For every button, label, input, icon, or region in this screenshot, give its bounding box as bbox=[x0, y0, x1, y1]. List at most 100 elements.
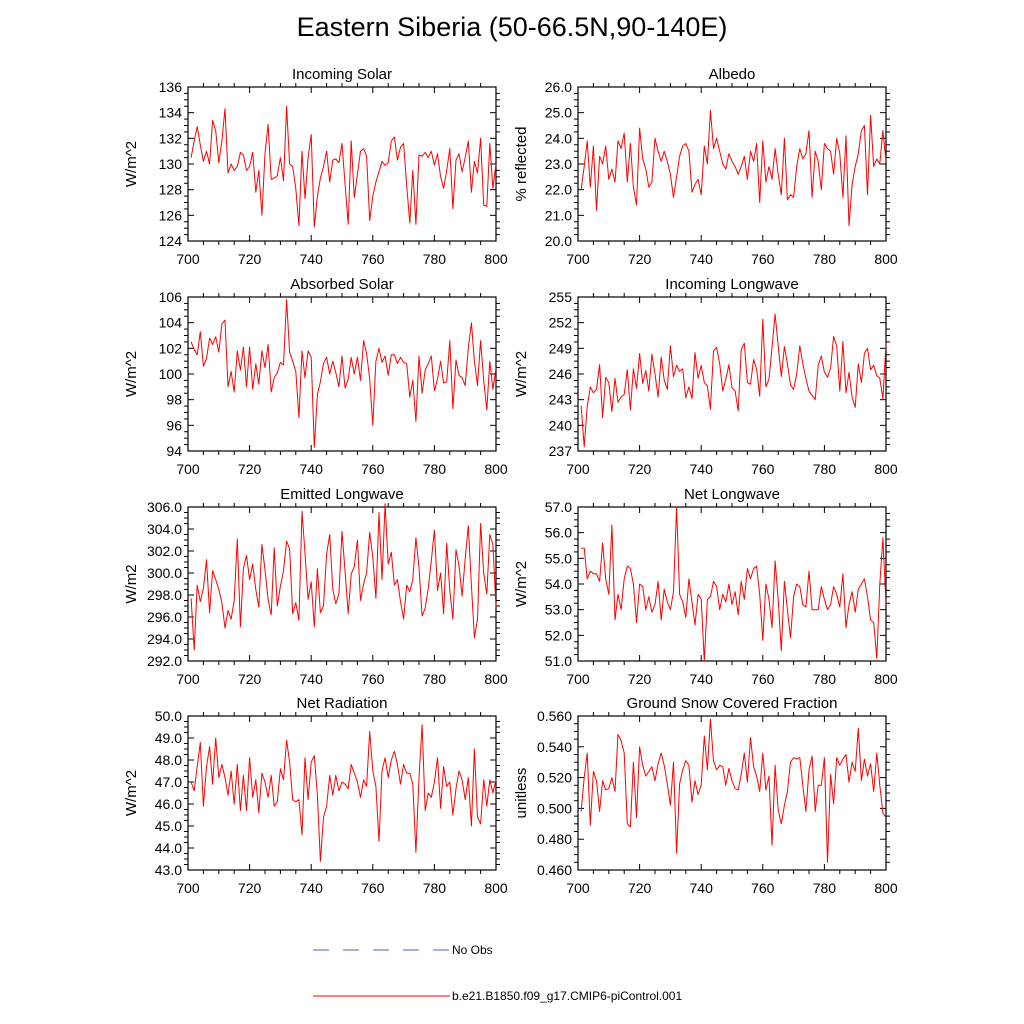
x-tick-label: 800 bbox=[874, 461, 898, 477]
y-tick-label: 134 bbox=[159, 105, 183, 121]
y-tick-label: 0.500 bbox=[537, 800, 572, 816]
x-tick-label: 700 bbox=[566, 251, 590, 267]
x-tick-label: 760 bbox=[361, 671, 385, 687]
y-tick-label: 94 bbox=[166, 443, 182, 459]
y-tick-label: 57.0 bbox=[545, 499, 572, 515]
x-tick-label: 720 bbox=[628, 251, 652, 267]
y-axis-label: % reflected bbox=[513, 126, 530, 201]
y-tick-label: 47.0 bbox=[155, 774, 182, 790]
x-tick-label: 740 bbox=[300, 880, 324, 896]
y-tick-label: 44.0 bbox=[155, 840, 182, 856]
x-tick-label: 780 bbox=[423, 461, 447, 477]
x-tick-label: 780 bbox=[813, 461, 837, 477]
x-tick-label: 780 bbox=[813, 251, 837, 267]
plot-frame bbox=[187, 296, 497, 452]
y-tick-label: 0.460 bbox=[537, 862, 572, 878]
x-tick-label: 720 bbox=[238, 461, 262, 477]
x-tick-label: 740 bbox=[690, 671, 714, 687]
x-tick-label: 720 bbox=[238, 671, 262, 687]
y-tick-label: 246 bbox=[549, 366, 573, 382]
y-tick-label: 302.0 bbox=[147, 543, 182, 559]
y-tick-label: 43.0 bbox=[155, 862, 182, 878]
y-tick-label: 106 bbox=[159, 289, 183, 305]
series-line bbox=[580, 718, 887, 863]
series-line bbox=[190, 105, 497, 228]
legend-label-model: b.e21.B1850.f09_g17.CMIP6-piControl.001 bbox=[452, 989, 683, 1003]
plot-frame bbox=[577, 86, 887, 242]
y-tick-label: 52.0 bbox=[545, 627, 572, 643]
y-tick-label: 237 bbox=[549, 443, 573, 459]
y-tick-label: 304.0 bbox=[147, 521, 182, 537]
y-tick-label: 300.0 bbox=[147, 565, 182, 581]
plot-frame bbox=[577, 715, 887, 871]
y-tick-label: 255 bbox=[549, 289, 573, 305]
y-tick-label: 294.0 bbox=[147, 631, 182, 647]
y-tick-label: 20.0 bbox=[545, 233, 572, 249]
y-tick-label: 126 bbox=[159, 207, 183, 223]
y-tick-label: 292.0 bbox=[147, 653, 182, 669]
x-tick-label: 740 bbox=[690, 461, 714, 477]
panel-title: Incoming Solar bbox=[292, 66, 392, 83]
x-tick-label: 720 bbox=[238, 880, 262, 896]
x-tick-label: 740 bbox=[300, 251, 324, 267]
x-tick-label: 700 bbox=[566, 461, 590, 477]
y-axis-label: W/m2 bbox=[123, 564, 140, 603]
x-tick-label: 800 bbox=[874, 671, 898, 687]
x-tick-label: 760 bbox=[751, 251, 775, 267]
x-tick-label: 800 bbox=[874, 880, 898, 896]
x-tick-label: 800 bbox=[484, 880, 508, 896]
y-axis-label: W/m^2 bbox=[123, 141, 140, 187]
x-tick-label: 800 bbox=[874, 251, 898, 267]
x-tick-label: 720 bbox=[628, 880, 652, 896]
y-tick-label: 25.0 bbox=[545, 105, 572, 121]
y-tick-label: 240 bbox=[549, 417, 573, 433]
y-tick-label: 252 bbox=[549, 315, 573, 331]
x-tick-label: 700 bbox=[176, 461, 200, 477]
y-tick-label: 104 bbox=[159, 315, 183, 331]
y-tick-label: 53.0 bbox=[545, 602, 572, 618]
x-tick-label: 700 bbox=[566, 671, 590, 687]
series-line bbox=[190, 503, 497, 651]
y-tick-label: 24.0 bbox=[545, 130, 572, 146]
y-tick-label: 0.520 bbox=[537, 770, 572, 786]
x-tick-label: 720 bbox=[628, 461, 652, 477]
y-tick-label: 23.0 bbox=[545, 156, 572, 172]
series-line bbox=[190, 724, 497, 862]
panel-5: 292.0 294.0 296.0 298.0 300.0 302.0 304.0 306.0… bbox=[123, 486, 508, 687]
series-line bbox=[190, 299, 497, 448]
x-tick-label: 700 bbox=[176, 251, 200, 267]
panel-6: 51.0 52.0 53.0 54.0 55.0 56.0 57.0 700 720 740 760… bbox=[513, 486, 898, 687]
y-tick-label: 49.0 bbox=[155, 730, 182, 746]
y-tick-label: 21.0 bbox=[545, 207, 572, 223]
panel-title: Emitted Longwave bbox=[280, 486, 403, 503]
plot-frame bbox=[577, 296, 887, 452]
y-tick-label: 0.480 bbox=[537, 831, 572, 847]
y-tick-label: 0.560 bbox=[537, 708, 572, 724]
panel-3: 94 96 98 100 102 104 106 700 720 740 760 780 800 Abso… bbox=[123, 276, 508, 477]
legend-label-no-obs: No Obs bbox=[452, 943, 493, 957]
panel-1: 124 126 128 130 132 134 136 700 720 740 760 780 800 I… bbox=[123, 66, 508, 267]
x-tick-label: 740 bbox=[300, 671, 324, 687]
y-axis-label: W/m^2 bbox=[513, 561, 530, 607]
y-tick-label: 51.0 bbox=[545, 653, 572, 669]
panel-7: 43.0 44.0 45.0 46.0 47.0 48.0 49.0 50.0 700 720 74… bbox=[123, 695, 508, 896]
y-tick-label: 50.0 bbox=[155, 708, 182, 724]
panel-title: Net Radiation bbox=[297, 695, 388, 712]
series-line bbox=[581, 506, 887, 662]
x-tick-label: 700 bbox=[176, 671, 200, 687]
x-tick-label: 720 bbox=[238, 251, 262, 267]
y-tick-label: 26.0 bbox=[545, 79, 572, 95]
y-tick-label: 98 bbox=[166, 392, 182, 408]
x-tick-label: 700 bbox=[566, 880, 590, 896]
y-tick-label: 54.0 bbox=[545, 576, 572, 592]
x-tick-label: 760 bbox=[751, 461, 775, 477]
y-axis-label: unitless bbox=[513, 768, 530, 819]
y-axis-label: W/m^2 bbox=[123, 351, 140, 397]
x-tick-label: 780 bbox=[813, 671, 837, 687]
x-tick-label: 720 bbox=[628, 671, 652, 687]
x-tick-label: 800 bbox=[484, 251, 508, 267]
x-tick-label: 740 bbox=[690, 251, 714, 267]
y-tick-label: 48.0 bbox=[155, 752, 182, 768]
y-tick-label: 296.0 bbox=[147, 609, 182, 625]
